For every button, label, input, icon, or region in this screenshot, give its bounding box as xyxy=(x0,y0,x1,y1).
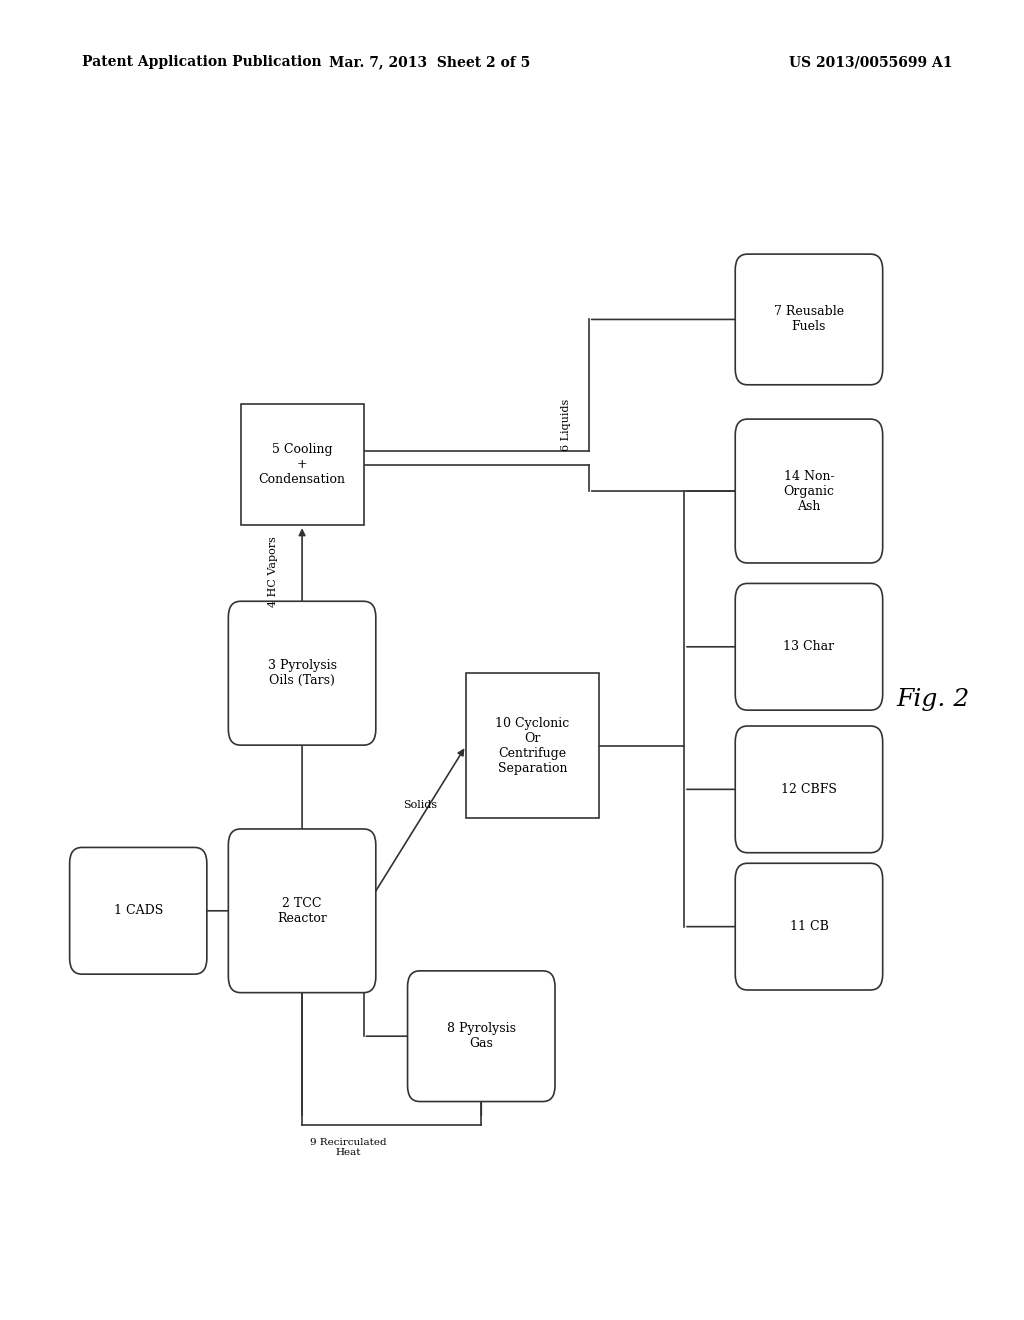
Text: Patent Application Publication: Patent Application Publication xyxy=(82,55,322,70)
Text: Mar. 7, 2013  Sheet 2 of 5: Mar. 7, 2013 Sheet 2 of 5 xyxy=(330,55,530,70)
FancyBboxPatch shape xyxy=(408,972,555,1101)
FancyBboxPatch shape xyxy=(735,863,883,990)
Text: 3 Pyrolysis
Oils (Tars): 3 Pyrolysis Oils (Tars) xyxy=(267,659,337,688)
FancyBboxPatch shape xyxy=(735,726,883,853)
Text: 9 Recirculated
Heat: 9 Recirculated Heat xyxy=(310,1138,387,1158)
Text: 2 TCC
Reactor: 2 TCC Reactor xyxy=(278,896,327,925)
Text: 13 Char: 13 Char xyxy=(783,640,835,653)
FancyBboxPatch shape xyxy=(466,673,599,818)
FancyBboxPatch shape xyxy=(228,829,376,993)
Text: 5 Cooling
+
Condensation: 5 Cooling + Condensation xyxy=(259,444,345,486)
FancyBboxPatch shape xyxy=(228,602,376,744)
Text: 12 CBFS: 12 CBFS xyxy=(781,783,837,796)
FancyBboxPatch shape xyxy=(735,253,883,385)
Text: Solids: Solids xyxy=(402,800,437,809)
FancyBboxPatch shape xyxy=(241,404,364,525)
FancyBboxPatch shape xyxy=(735,420,883,562)
Text: 11 CB: 11 CB xyxy=(790,920,828,933)
Text: Fig. 2: Fig. 2 xyxy=(896,688,970,711)
Text: 4 HC Vapors: 4 HC Vapors xyxy=(268,536,279,607)
Text: 1 CADS: 1 CADS xyxy=(114,904,163,917)
FancyBboxPatch shape xyxy=(735,583,883,710)
Text: US 2013/0055699 A1: US 2013/0055699 A1 xyxy=(788,55,952,70)
Text: 8 Pyrolysis
Gas: 8 Pyrolysis Gas xyxy=(446,1022,516,1051)
Text: 7 Reusable
Fuels: 7 Reusable Fuels xyxy=(774,305,844,334)
Text: 14 Non-
Organic
Ash: 14 Non- Organic Ash xyxy=(783,470,835,512)
Text: 6 Liquids: 6 Liquids xyxy=(561,399,571,451)
Text: 10 Cyclonic
Or
Centrifuge
Separation: 10 Cyclonic Or Centrifuge Separation xyxy=(496,717,569,775)
FancyBboxPatch shape xyxy=(70,847,207,974)
